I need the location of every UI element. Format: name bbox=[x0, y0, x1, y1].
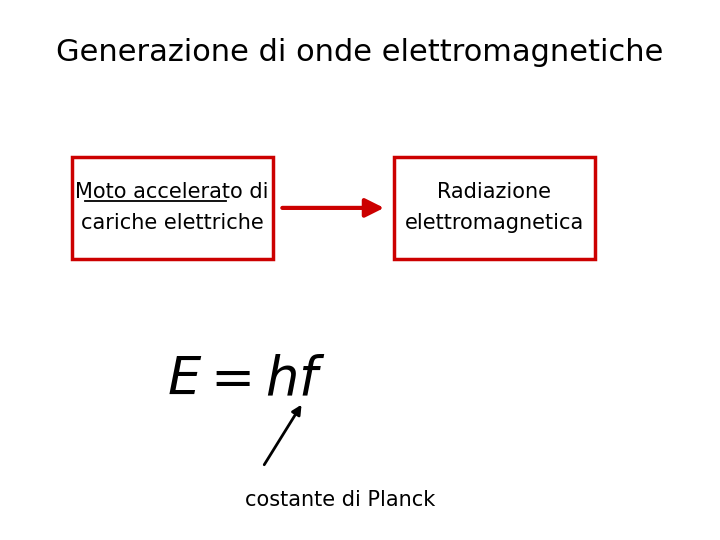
Text: cariche elettriche: cariche elettriche bbox=[81, 213, 264, 233]
Text: Moto accelerato di: Moto accelerato di bbox=[76, 181, 269, 202]
Text: elettromagnetica: elettromagnetica bbox=[405, 213, 584, 233]
Text: Radiazione: Radiazione bbox=[437, 181, 551, 202]
Text: costante di Planck: costante di Planck bbox=[245, 489, 435, 510]
Text: $E = hf$: $E = hf$ bbox=[166, 355, 325, 407]
FancyBboxPatch shape bbox=[394, 157, 595, 259]
FancyBboxPatch shape bbox=[71, 157, 273, 259]
Text: Generazione di onde elettromagnetiche: Generazione di onde elettromagnetiche bbox=[56, 38, 664, 67]
